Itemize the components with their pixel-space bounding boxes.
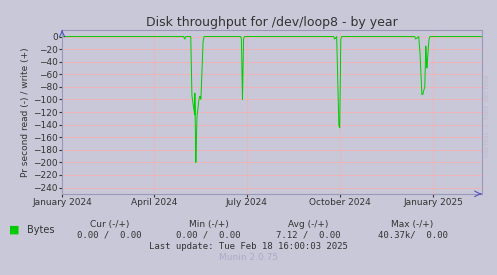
- Text: Bytes: Bytes: [27, 225, 55, 235]
- Text: 0.00 /  0.00: 0.00 / 0.00: [77, 231, 142, 240]
- Title: Disk throughput for /dev/loop8 - by year: Disk throughput for /dev/loop8 - by year: [146, 16, 398, 29]
- Text: 0.00 /  0.00: 0.00 / 0.00: [176, 231, 241, 240]
- Text: 7.12 /  0.00: 7.12 / 0.00: [276, 231, 340, 240]
- Text: Max (-/+): Max (-/+): [391, 220, 434, 229]
- Text: Avg (-/+): Avg (-/+): [288, 220, 329, 229]
- Text: Munin 2.0.75: Munin 2.0.75: [219, 253, 278, 262]
- Text: Last update: Tue Feb 18 16:00:03 2025: Last update: Tue Feb 18 16:00:03 2025: [149, 242, 348, 251]
- Y-axis label: Pr second read (-) / write (+): Pr second read (-) / write (+): [21, 47, 30, 177]
- Text: Cur (-/+): Cur (-/+): [89, 220, 129, 229]
- Text: 40.37k/  0.00: 40.37k/ 0.00: [378, 231, 447, 240]
- Text: Min (-/+): Min (-/+): [189, 220, 229, 229]
- Text: RRDTOOL / TOBI OETIKER: RRDTOOL / TOBI OETIKER: [485, 74, 490, 157]
- Text: ■: ■: [9, 225, 19, 235]
